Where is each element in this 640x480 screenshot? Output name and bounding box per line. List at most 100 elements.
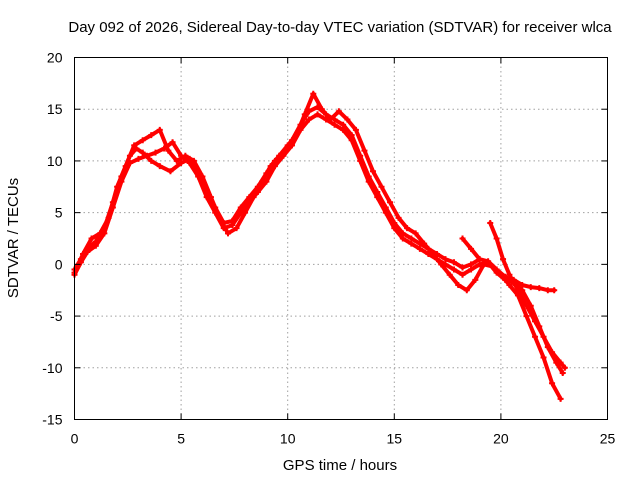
- x-tick-label: 25: [600, 431, 616, 447]
- x-tick-label: 5: [177, 431, 185, 447]
- data-point: [156, 126, 163, 133]
- data-point: [387, 199, 394, 206]
- data-point: [480, 261, 487, 268]
- data-point: [92, 242, 99, 249]
- data-point: [143, 152, 150, 159]
- data-point: [186, 159, 193, 166]
- y-tick-label: 10: [47, 153, 63, 169]
- data-point: [250, 194, 257, 201]
- x-tick-label: 10: [280, 431, 296, 447]
- data-point: [408, 240, 415, 247]
- data-point: [344, 116, 351, 123]
- data-point: [497, 271, 504, 278]
- data-point: [259, 178, 266, 185]
- data-point: [229, 222, 236, 229]
- data-point: [284, 142, 291, 149]
- data-point: [391, 225, 398, 232]
- data-point: [561, 364, 568, 371]
- data-point: [80, 251, 87, 258]
- data-point: [442, 256, 449, 263]
- y-tick-label: 5: [55, 205, 63, 221]
- series-trace-1: [72, 105, 565, 375]
- data-point: [139, 137, 146, 144]
- data-point: [335, 108, 342, 115]
- data-point: [327, 116, 334, 123]
- data-point: [540, 333, 547, 340]
- data-point: [131, 142, 138, 149]
- series-trace-5: [488, 221, 567, 370]
- data-point: [514, 287, 521, 294]
- data-point: [182, 152, 189, 159]
- data-point: [557, 395, 564, 402]
- data-point: [399, 235, 406, 242]
- data-point: [459, 271, 466, 278]
- data-point: [148, 157, 155, 164]
- data-point: [429, 251, 436, 258]
- data-point: [551, 287, 558, 294]
- y-tick-label: -5: [50, 308, 63, 324]
- data-point: [267, 163, 274, 170]
- data-point: [536, 285, 543, 292]
- x-tick-label: 0: [71, 431, 79, 447]
- y-tick-label: -10: [42, 360, 62, 376]
- data-point: [242, 209, 249, 216]
- data-point: [105, 214, 112, 221]
- data-point: [468, 261, 475, 268]
- data-point: [450, 259, 457, 266]
- data-point: [493, 235, 500, 242]
- data-point: [310, 90, 317, 97]
- data-point: [489, 263, 496, 270]
- tick-label-layer: 0 5 10 15 20 25 -15 -10 -5 0 5 10 15 20: [42, 50, 615, 447]
- data-point: [156, 163, 163, 170]
- data-point: [412, 230, 419, 237]
- data-point: [233, 225, 240, 232]
- data-point: [318, 106, 325, 113]
- data-point: [532, 318, 539, 325]
- data-point: [421, 240, 428, 247]
- y-tick-label: -15: [42, 412, 62, 428]
- data-point: [139, 149, 146, 156]
- data-point: [549, 380, 556, 387]
- data-point: [472, 276, 479, 283]
- series-trace-3: [72, 91, 563, 401]
- data-point: [523, 313, 530, 320]
- plot-frame: [74, 57, 608, 420]
- data-point: [416, 245, 423, 252]
- data-point: [378, 183, 385, 190]
- data-point: [527, 284, 534, 291]
- data-point: [340, 126, 347, 133]
- data-point: [540, 354, 547, 361]
- data-point: [306, 116, 313, 123]
- data-point: [167, 168, 174, 175]
- data-point: [506, 271, 513, 278]
- data-point: [549, 349, 556, 356]
- data-point: [173, 157, 180, 164]
- data-point: [500, 256, 507, 263]
- data-point: [438, 261, 445, 268]
- data-point: [152, 149, 159, 156]
- data-point: [348, 137, 355, 144]
- data-point: [135, 155, 142, 162]
- data-point: [357, 157, 364, 164]
- data-point: [459, 235, 466, 242]
- data-point: [165, 147, 172, 154]
- data-point: [446, 271, 453, 278]
- tick-layer: [74, 57, 608, 420]
- data-point: [190, 157, 197, 164]
- data-point: [207, 194, 214, 201]
- data-point: [487, 219, 494, 226]
- data-point: [97, 230, 104, 237]
- data-point: [468, 266, 475, 273]
- data-point: [459, 264, 466, 271]
- data-point: [293, 132, 300, 139]
- data-point: [382, 209, 389, 216]
- data-point: [476, 256, 483, 263]
- data-point: [519, 282, 526, 289]
- data-point: [374, 194, 381, 201]
- y-axis-label: SDTVAR / TECUs: [5, 178, 22, 298]
- y-tick-label: 0: [55, 256, 63, 272]
- x-axis-label: GPS time / hours: [283, 457, 397, 474]
- data-point: [523, 302, 530, 309]
- grid-layer: [74, 57, 608, 420]
- y-tick-label: 20: [47, 50, 63, 66]
